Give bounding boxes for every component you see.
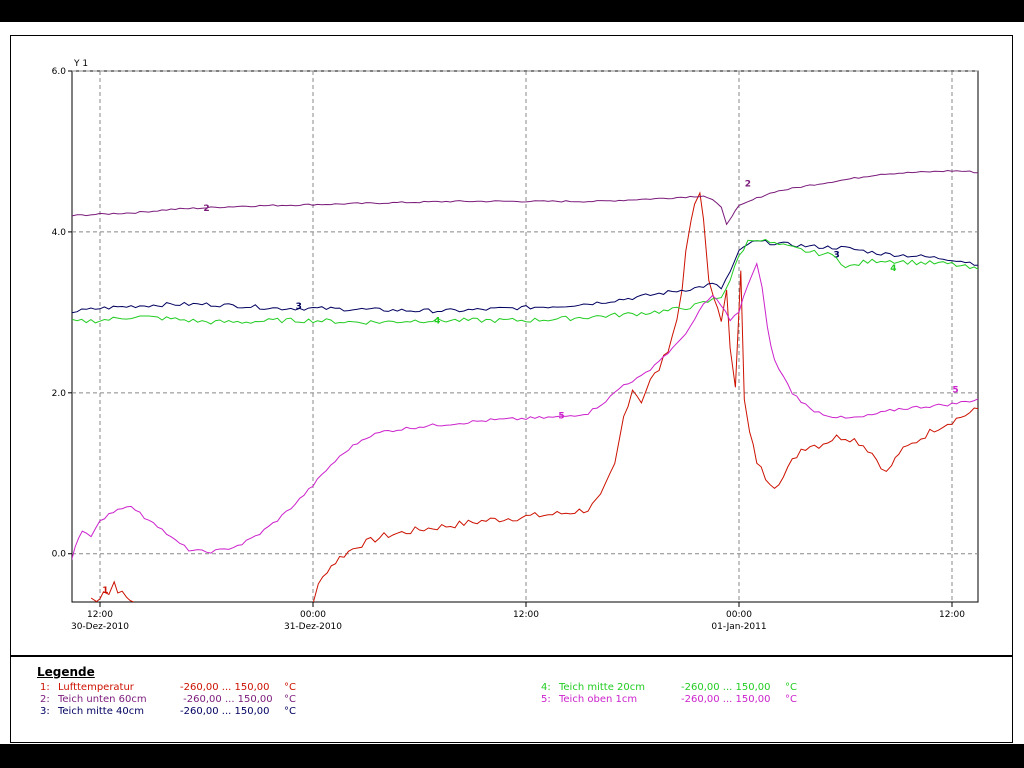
- series-marker-2: 2: [745, 180, 751, 190]
- chart-frame: [10, 35, 1013, 656]
- legend-item-unit: °C: [785, 682, 797, 693]
- legend-item: 1: Lufttemperatur -260,00 ... 150,00 °C: [40, 682, 296, 693]
- legend-item-name: Teich mitte 20cm: [559, 682, 646, 693]
- y-tick-label: 4.0: [52, 228, 67, 238]
- series-marker-2: 2: [203, 204, 209, 214]
- legend-item-number: 3:: [40, 706, 50, 717]
- x-tick-date: 31-Dez-2010: [284, 622, 342, 632]
- legend-item-unit: °C: [785, 694, 797, 705]
- legend-item-number: 1:: [40, 682, 50, 693]
- legend-item-number: 5:: [541, 694, 551, 705]
- legend-item-range: -260,00 ... 150,00: [681, 694, 771, 705]
- y-axis-label: Y 1: [73, 59, 88, 69]
- series-marker-4: 4: [434, 316, 440, 326]
- legend-item-name: Teich oben 1cm: [559, 694, 638, 705]
- legend-frame: Legende: [10, 656, 1013, 743]
- series-marker-3: 3: [296, 302, 302, 312]
- legend-item-name: Teich mitte 40cm: [58, 706, 145, 717]
- series-marker-4: 4: [890, 264, 896, 274]
- series-marker-1: 1: [102, 586, 108, 596]
- legend-item-unit: °C: [284, 706, 296, 717]
- series-line-3: [72, 239, 978, 314]
- x-tick-date: 01-Jan-2011: [711, 622, 766, 632]
- legend-item-range: -260,00 ... 150,00: [180, 706, 270, 717]
- legend-item-name: Lufttemperatur: [58, 682, 134, 693]
- series-marker-5: 5: [952, 386, 958, 396]
- legend-item-range: -260,00 ... 150,00: [681, 682, 771, 693]
- series-line-1: [312, 191, 978, 602]
- legend-item-range: -260,00 ... 150,00: [180, 682, 270, 693]
- legend-item-range: -260,00 ... 150,00: [180, 694, 273, 705]
- x-tick-time: 12:00: [513, 610, 539, 620]
- y-tick-label: 6.0: [52, 67, 67, 77]
- legend-item-name: Teich unten 60cm: [58, 694, 147, 705]
- legend-item: 5: Teich oben 1cm -260,00 ... 150,00 °C: [541, 694, 797, 705]
- legend-item: 3: Teich mitte 40cm -260,00 ... 150,00 °C: [40, 706, 296, 717]
- series-line-5: [72, 261, 978, 561]
- series-line-2: [72, 169, 978, 226]
- legend-title: Legende: [37, 665, 95, 679]
- x-tick-date: 30-Dez-2010: [71, 622, 129, 632]
- x-tick-time: 00:00: [726, 610, 752, 620]
- legend-item-number: 4:: [541, 682, 551, 693]
- x-tick-time: 12:00: [939, 610, 965, 620]
- page: Legende: [0, 22, 1024, 744]
- y-tick-label: 2.0: [52, 389, 67, 399]
- series-line-1: [90, 580, 134, 602]
- legend-item-number: 2:: [40, 694, 50, 705]
- plot-area: [71, 70, 979, 603]
- series-marker-5: 5: [558, 411, 564, 421]
- legend-item: 2: Teich unten 60cm -260,00 ... 150,00 °C: [40, 694, 296, 705]
- series-line-4: [72, 238, 978, 325]
- x-tick-time: 12:00: [87, 610, 113, 620]
- legend-item: 4: Teich mitte 20cm -260,00 ... 150,00 °C: [541, 682, 797, 693]
- legend-item-unit: °C: [284, 682, 296, 693]
- legend-item-unit: °C: [284, 694, 296, 705]
- series-marker-3: 3: [833, 250, 839, 260]
- y-tick-label: 0.0: [52, 550, 67, 560]
- x-tick-time: 00:00: [300, 610, 326, 620]
